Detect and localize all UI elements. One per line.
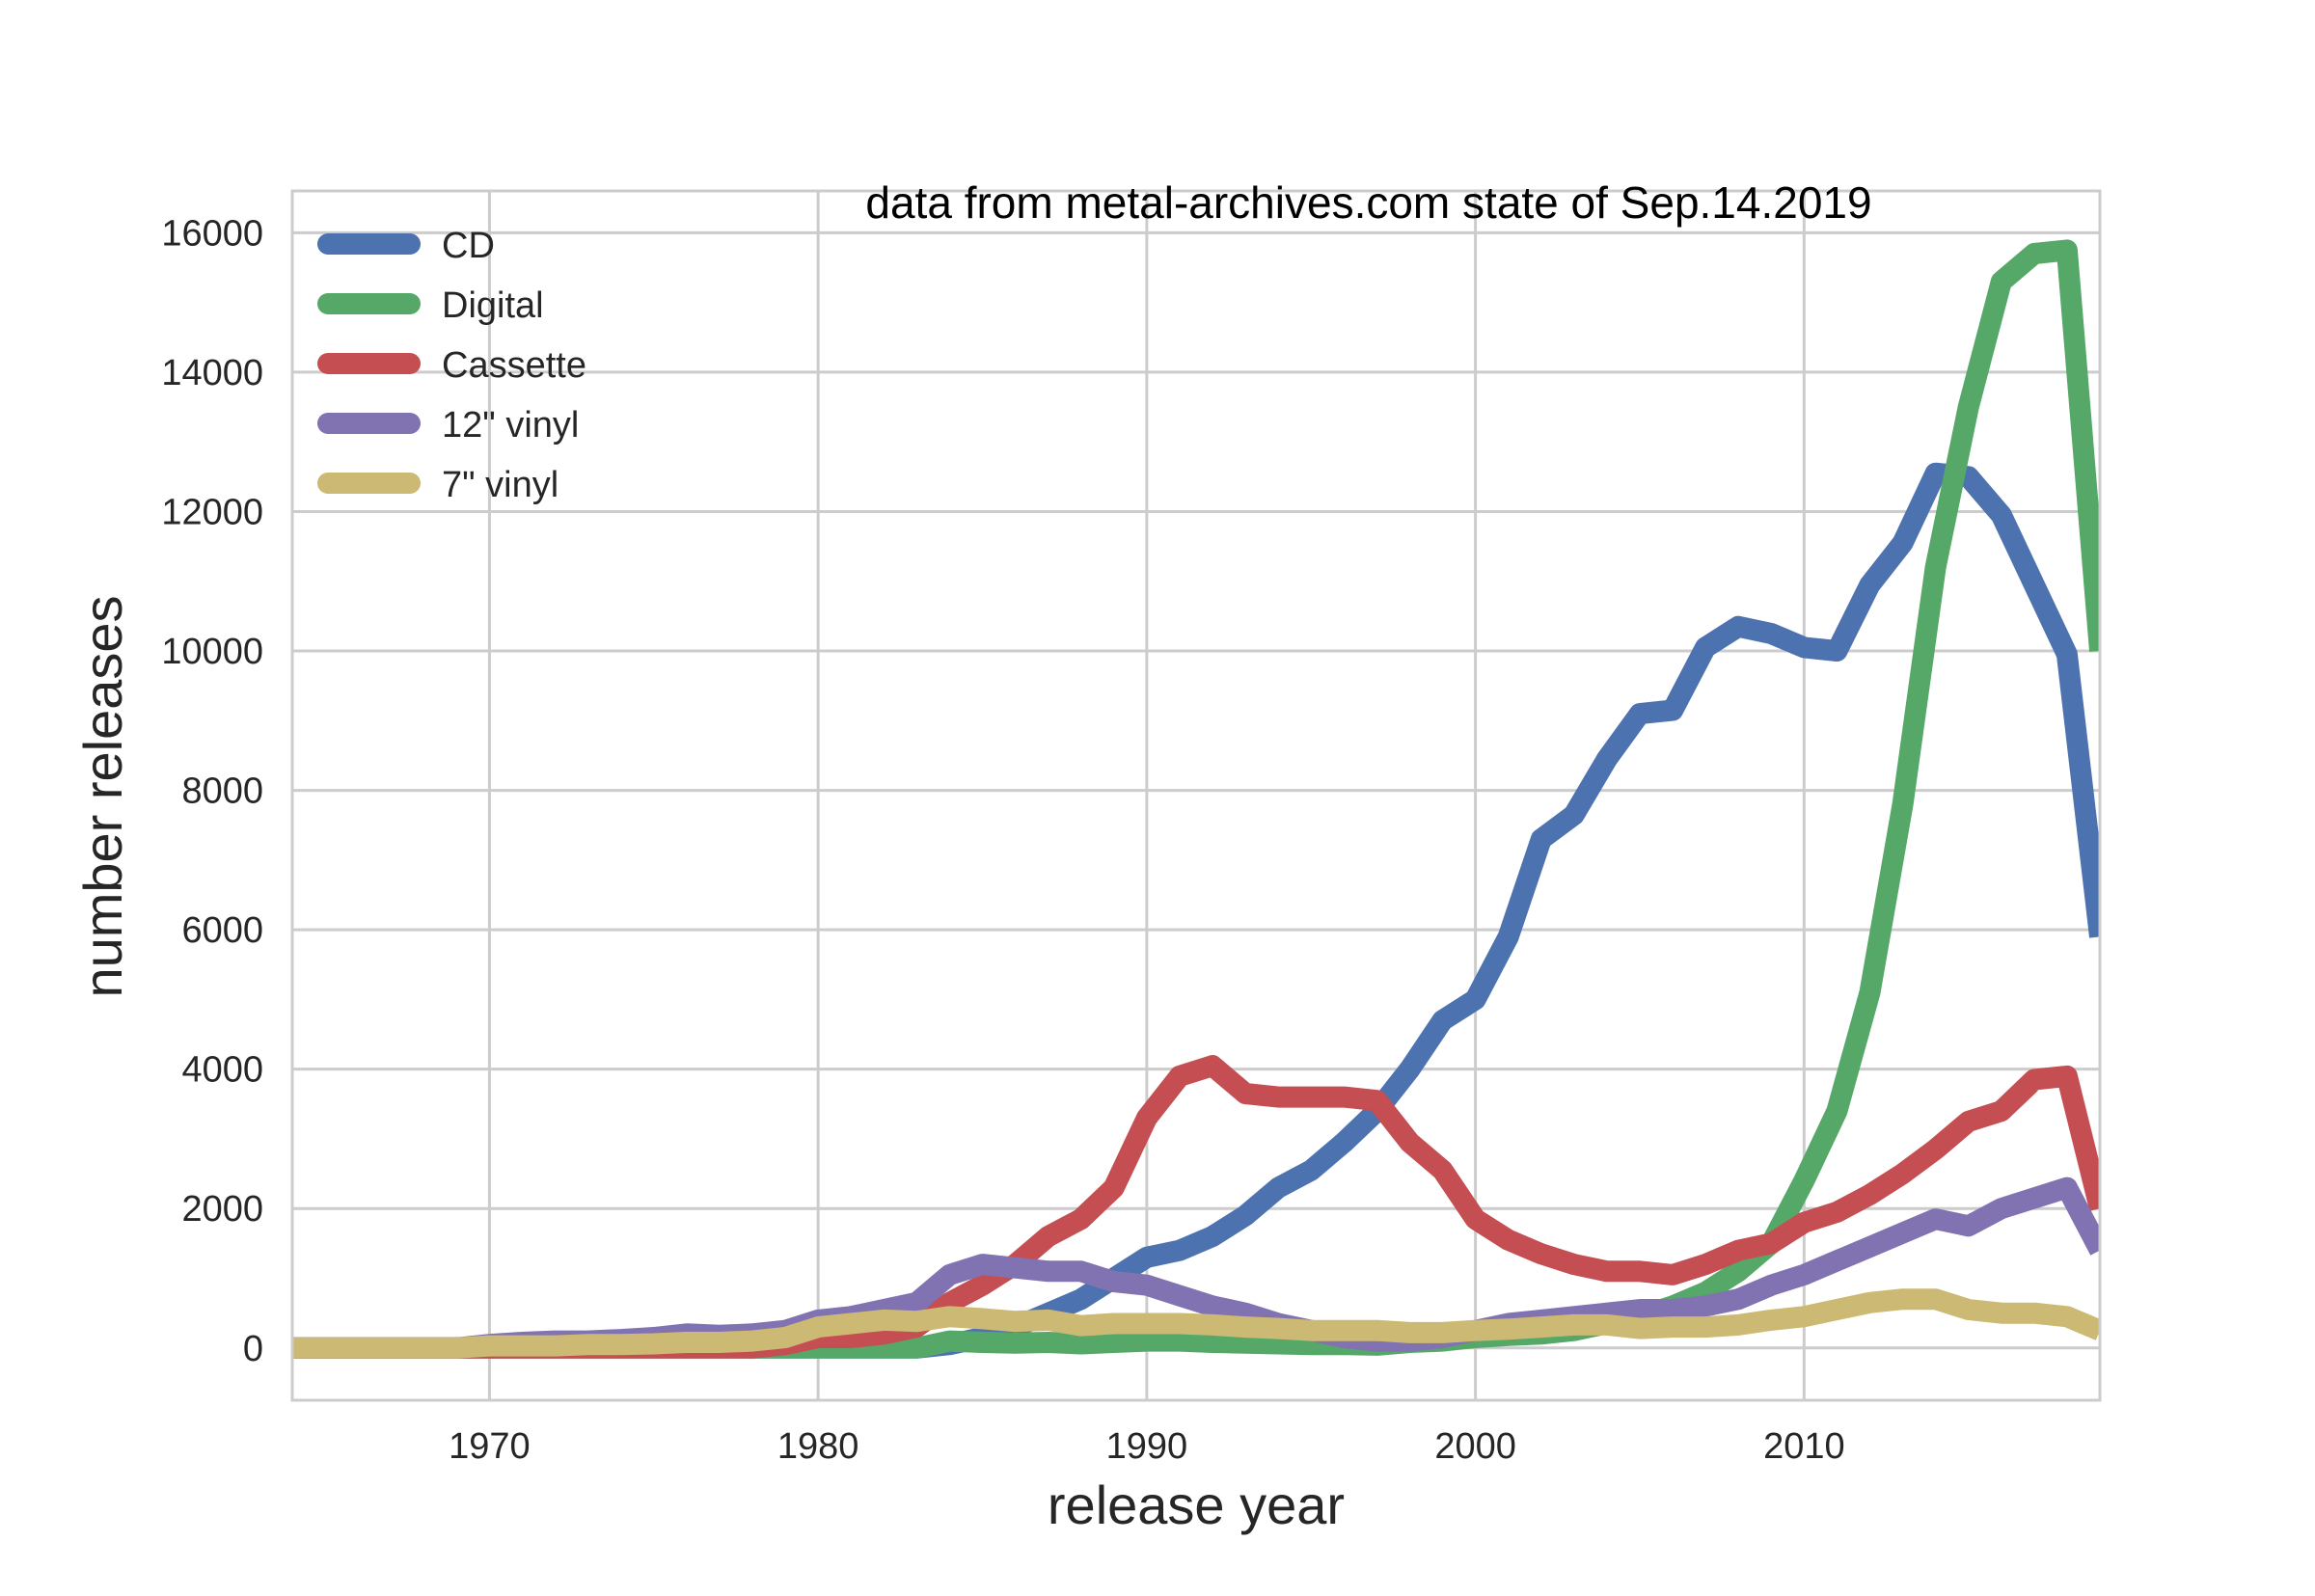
y-tick-label: 12000 — [161, 492, 263, 532]
y-tick-label: 14000 — [161, 353, 263, 393]
x-tick-label: 1970 — [449, 1426, 531, 1467]
y-tick-label: 8000 — [181, 771, 263, 812]
y-tick-label: 4000 — [181, 1050, 263, 1091]
x-axis-label: release year — [1048, 1474, 1345, 1535]
y-tick-label: 0 — [243, 1329, 263, 1369]
y-axis-label: number releases — [72, 595, 133, 997]
legend-label: 7" vinyl — [442, 465, 558, 505]
plot-frame — [290, 189, 2102, 1402]
y-tick-label: 10000 — [161, 632, 263, 672]
legend: CD Digital Cassette 12" vinyl 7" vinyl — [317, 226, 586, 505]
y-tick-label: 16000 — [161, 213, 263, 254]
y-tick-label: 6000 — [181, 910, 263, 951]
legend-label: 12" vinyl — [442, 405, 579, 446]
x-tick-label: 2000 — [1434, 1426, 1516, 1467]
x-tick-label: 1990 — [1106, 1426, 1188, 1467]
legend-label: CD — [442, 226, 495, 266]
legend-label: Cassette — [442, 345, 586, 386]
series-lines — [292, 239, 2100, 1359]
tick-labels: 0 2000 4000 6000 8000 10000 12000 14000 16000 197… — [161, 213, 1844, 1467]
series-line-4 — [292, 1288, 2100, 1359]
legend-label: Digital — [442, 285, 544, 326]
y-tick-label: 2000 — [181, 1189, 263, 1230]
x-tick-label: 2010 — [1763, 1426, 1845, 1467]
x-tick-label: 1980 — [777, 1426, 859, 1467]
chart-annotation: data from metal-archives.com state of Se… — [865, 177, 1871, 228]
